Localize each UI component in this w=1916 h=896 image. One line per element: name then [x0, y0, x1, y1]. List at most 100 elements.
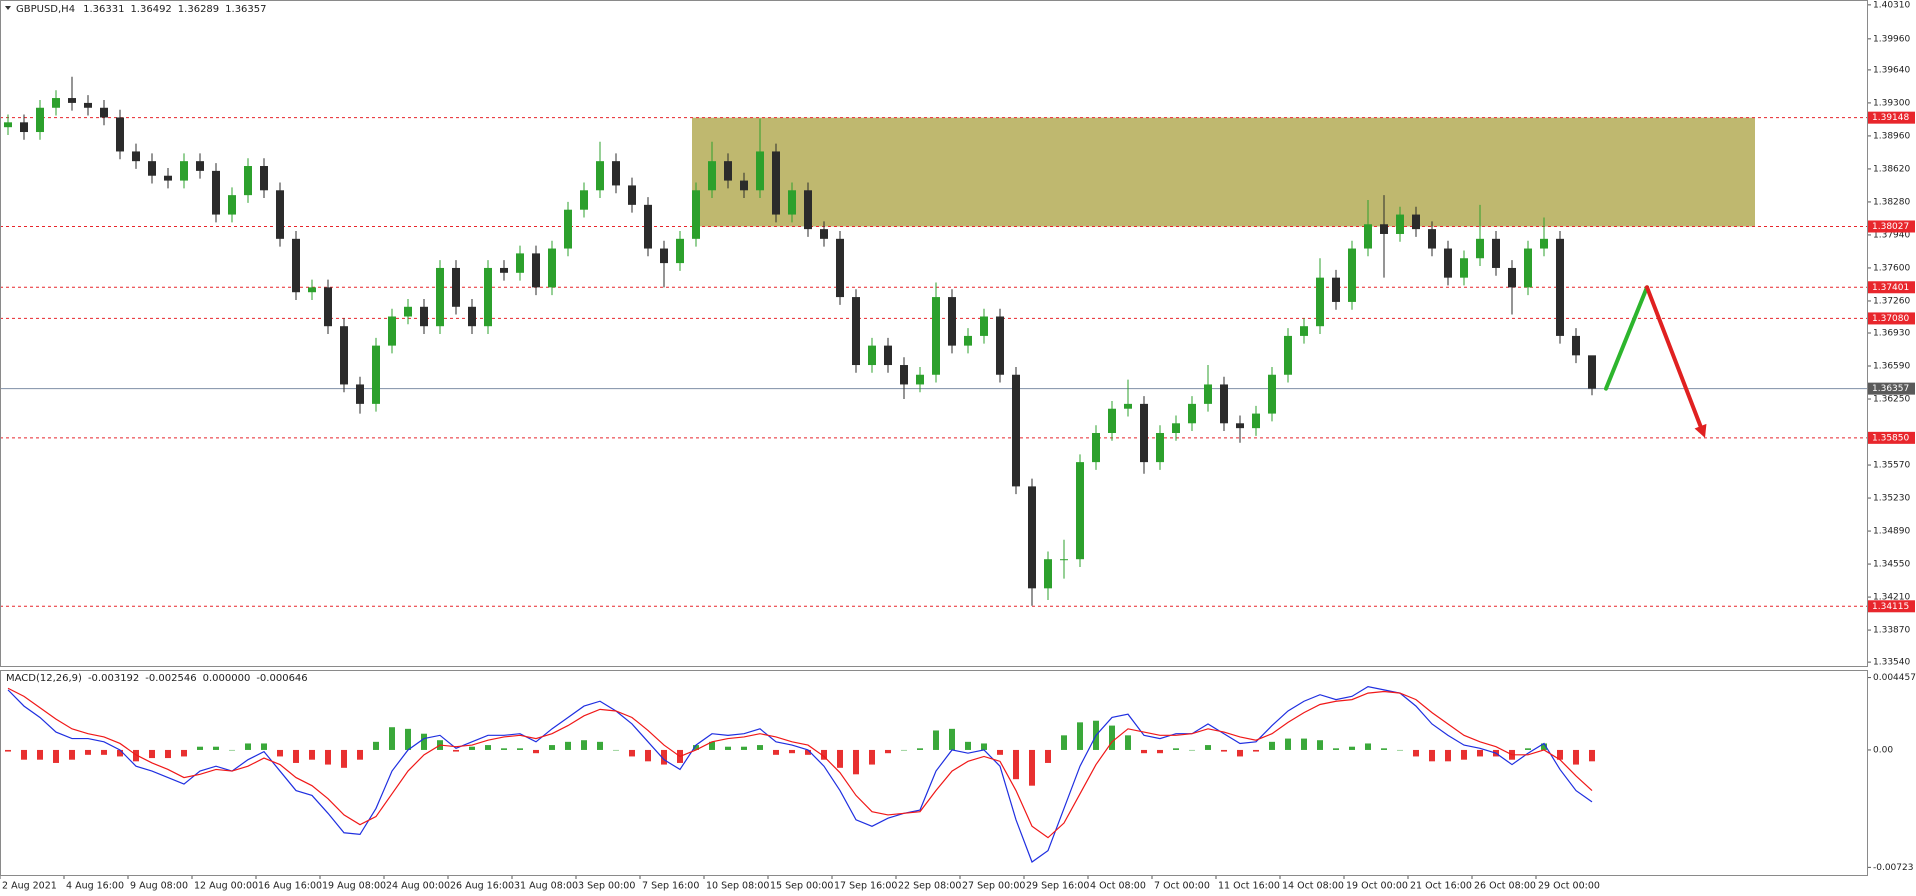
- candle-body: [1188, 403, 1196, 424]
- histogram-bar: [1109, 725, 1115, 750]
- candle-body: [1172, 423, 1180, 433]
- candle-body: [340, 326, 348, 385]
- x-tick-label: 11 Oct 16:00: [1218, 881, 1280, 892]
- candle-body: [20, 122, 28, 133]
- histogram-bar: [1189, 749, 1195, 751]
- candle-body: [1508, 267, 1516, 288]
- histogram-bar: [21, 749, 27, 760]
- histogram-bar: [981, 743, 987, 750]
- y-tick-label: 1.33870: [1873, 626, 1910, 636]
- candle-body: [228, 195, 236, 215]
- candle-body: [260, 166, 268, 191]
- y-tick-label: 1.35570: [1873, 461, 1910, 471]
- histogram-bar: [949, 728, 955, 750]
- histogram-bar: [885, 749, 891, 754]
- candle-body: [980, 316, 988, 336]
- candle-body: [644, 204, 652, 249]
- y-tick-label: 1.39960: [1873, 34, 1910, 44]
- candle-body: [1316, 277, 1324, 327]
- histogram-bar: [965, 741, 971, 750]
- x-tick-label: 12 Aug 00:00: [194, 881, 258, 892]
- y-tick-label: 1.37600: [1873, 263, 1910, 273]
- candle-body: [36, 107, 44, 133]
- histogram-bar: [1397, 749, 1403, 751]
- y-tick-label: 1.38960: [1873, 131, 1910, 141]
- menu-icon[interactable]: [5, 6, 11, 10]
- level-label-box: [1868, 220, 1915, 233]
- level-label: 1.37401: [1872, 283, 1909, 293]
- histogram-bar: [1445, 749, 1451, 762]
- x-tick-label: 19 Oct 00:00: [1346, 881, 1408, 892]
- y-tick-label: -0.00723: [1873, 863, 1913, 873]
- x-tick-label: 4 Aug 16:00: [66, 881, 124, 892]
- y-tick-label: 1.38280: [1873, 197, 1910, 207]
- candle-body: [324, 287, 332, 327]
- candle-body: [1060, 559, 1068, 561]
- x-tick-label: 4 Oct 08:00: [1090, 881, 1146, 892]
- level-label-box: [1868, 600, 1915, 613]
- x-tick-label: 24 Aug 00:00: [386, 881, 450, 892]
- header-value: 1.36357: [225, 4, 266, 15]
- candle-body: [788, 190, 796, 215]
- histogram-bar: [181, 749, 187, 757]
- candle-body: [180, 161, 188, 181]
- candle-body: [1124, 403, 1132, 409]
- histogram-bar: [277, 749, 283, 757]
- level-label: 1.34115: [1872, 602, 1909, 612]
- y-tick-label: 0.004457: [1873, 673, 1916, 683]
- candle-body: [1380, 224, 1388, 234]
- histogram-bar: [1413, 749, 1419, 757]
- candle-body: [1220, 384, 1228, 424]
- x-tick-label: 16 Aug 16:00: [258, 881, 322, 892]
- histogram-bar: [149, 749, 155, 759]
- histogram-bar: [213, 746, 219, 750]
- histogram-bar: [741, 746, 747, 750]
- histogram-bar: [805, 749, 811, 755]
- candle-body: [1092, 432, 1100, 463]
- candle-body: [436, 267, 444, 327]
- level-label: 1.38027: [1872, 222, 1909, 232]
- candle-body: [1252, 413, 1260, 429]
- histogram-bar: [309, 749, 315, 760]
- candle-body: [500, 267, 508, 273]
- y-tick-label: 1.34210: [1873, 593, 1910, 603]
- histogram-bar: [357, 749, 363, 760]
- projection-arrow: [1604, 285, 1649, 391]
- histogram-bar: [581, 740, 587, 750]
- candle-body: [196, 161, 204, 171]
- candle-body: [276, 190, 284, 239]
- candle-body: [628, 185, 636, 205]
- candle-body: [1348, 248, 1356, 302]
- candle-body: [1540, 238, 1548, 249]
- histogram-bar: [1333, 748, 1339, 750]
- histogram-bar: [597, 741, 603, 750]
- candle-body: [1204, 384, 1212, 404]
- histogram-bar: [1269, 741, 1275, 750]
- y-tick-label: 1.39300: [1873, 98, 1910, 108]
- histogram-bar: [405, 728, 411, 750]
- histogram-bar: [517, 748, 523, 750]
- x-tick-label: 7 Sep 16:00: [642, 881, 699, 892]
- x-tick-label: 19 Aug 08:00: [322, 881, 386, 892]
- candle-body: [4, 122, 12, 128]
- histogram-bar: [469, 746, 475, 750]
- candle-body: [1140, 403, 1148, 463]
- y-tick-label: 1.36930: [1873, 329, 1910, 339]
- candle-body: [1332, 277, 1340, 302]
- histogram-bar: [197, 746, 203, 750]
- histogram-bar: [453, 749, 459, 752]
- candle-body: [1412, 214, 1420, 230]
- x-tick-label: 15 Sep 00:00: [770, 881, 833, 892]
- candle-body: [532, 253, 540, 288]
- current-price-box: [1868, 382, 1915, 395]
- histogram-bar: [245, 743, 251, 750]
- candle-body: [484, 267, 492, 327]
- header-value: -0.002546: [145, 673, 196, 684]
- y-tick-label: 1.33540: [1873, 658, 1910, 668]
- y-tick-label: 1.40310: [1873, 0, 1910, 10]
- histogram-bar: [1525, 748, 1531, 750]
- candle-body: [468, 306, 476, 327]
- x-tick-label: 2 Aug 2021: [2, 881, 57, 892]
- histogram-bar: [1029, 749, 1035, 786]
- candle-body: [148, 161, 156, 176]
